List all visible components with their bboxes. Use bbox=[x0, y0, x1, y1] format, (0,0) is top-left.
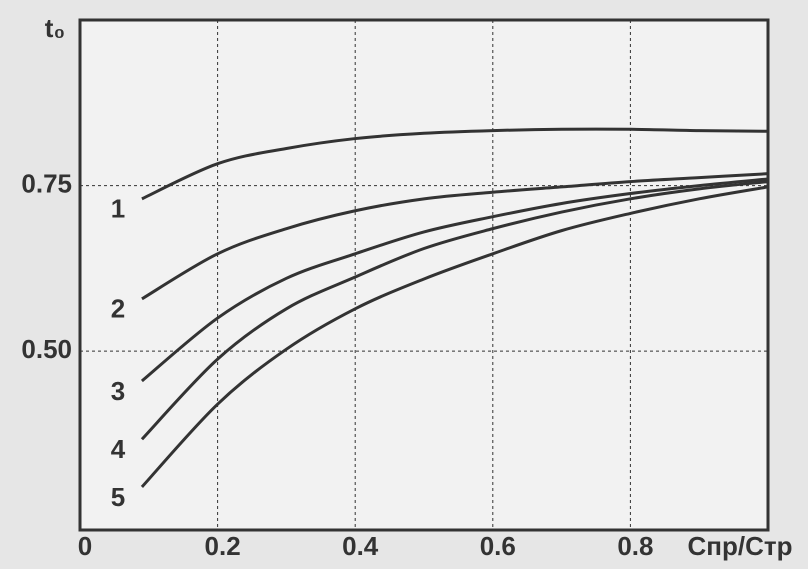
series-label: 5 bbox=[111, 482, 125, 512]
series-label: 1 bbox=[111, 194, 125, 224]
x-tick-label: 0.4 bbox=[342, 531, 379, 561]
y-axis-label: t₀ bbox=[45, 13, 65, 43]
x-tick-label: 0.6 bbox=[480, 531, 516, 561]
chart: t₀ Cпр/Cтр 0 0.2 0.4 0.6 0.8 0.50 0.75 1 2 3 4 5 bbox=[0, 0, 808, 569]
series-label: 2 bbox=[111, 294, 125, 324]
plot-area bbox=[80, 20, 768, 530]
x-tick-label: 0.2 bbox=[205, 531, 241, 561]
y-tick-label: 0.75 bbox=[21, 168, 72, 198]
series-label: 4 bbox=[111, 434, 126, 464]
x-tick-label: 0 bbox=[78, 531, 92, 561]
page: {"chart_data": {"type": "line", "x_label… bbox=[0, 0, 808, 569]
x-tick-label: 0.8 bbox=[617, 531, 653, 561]
y-tick-label: 0.50 bbox=[21, 334, 72, 364]
series-label: 3 bbox=[111, 376, 125, 406]
x-axis-label: Cпр/Cтр bbox=[688, 531, 793, 561]
